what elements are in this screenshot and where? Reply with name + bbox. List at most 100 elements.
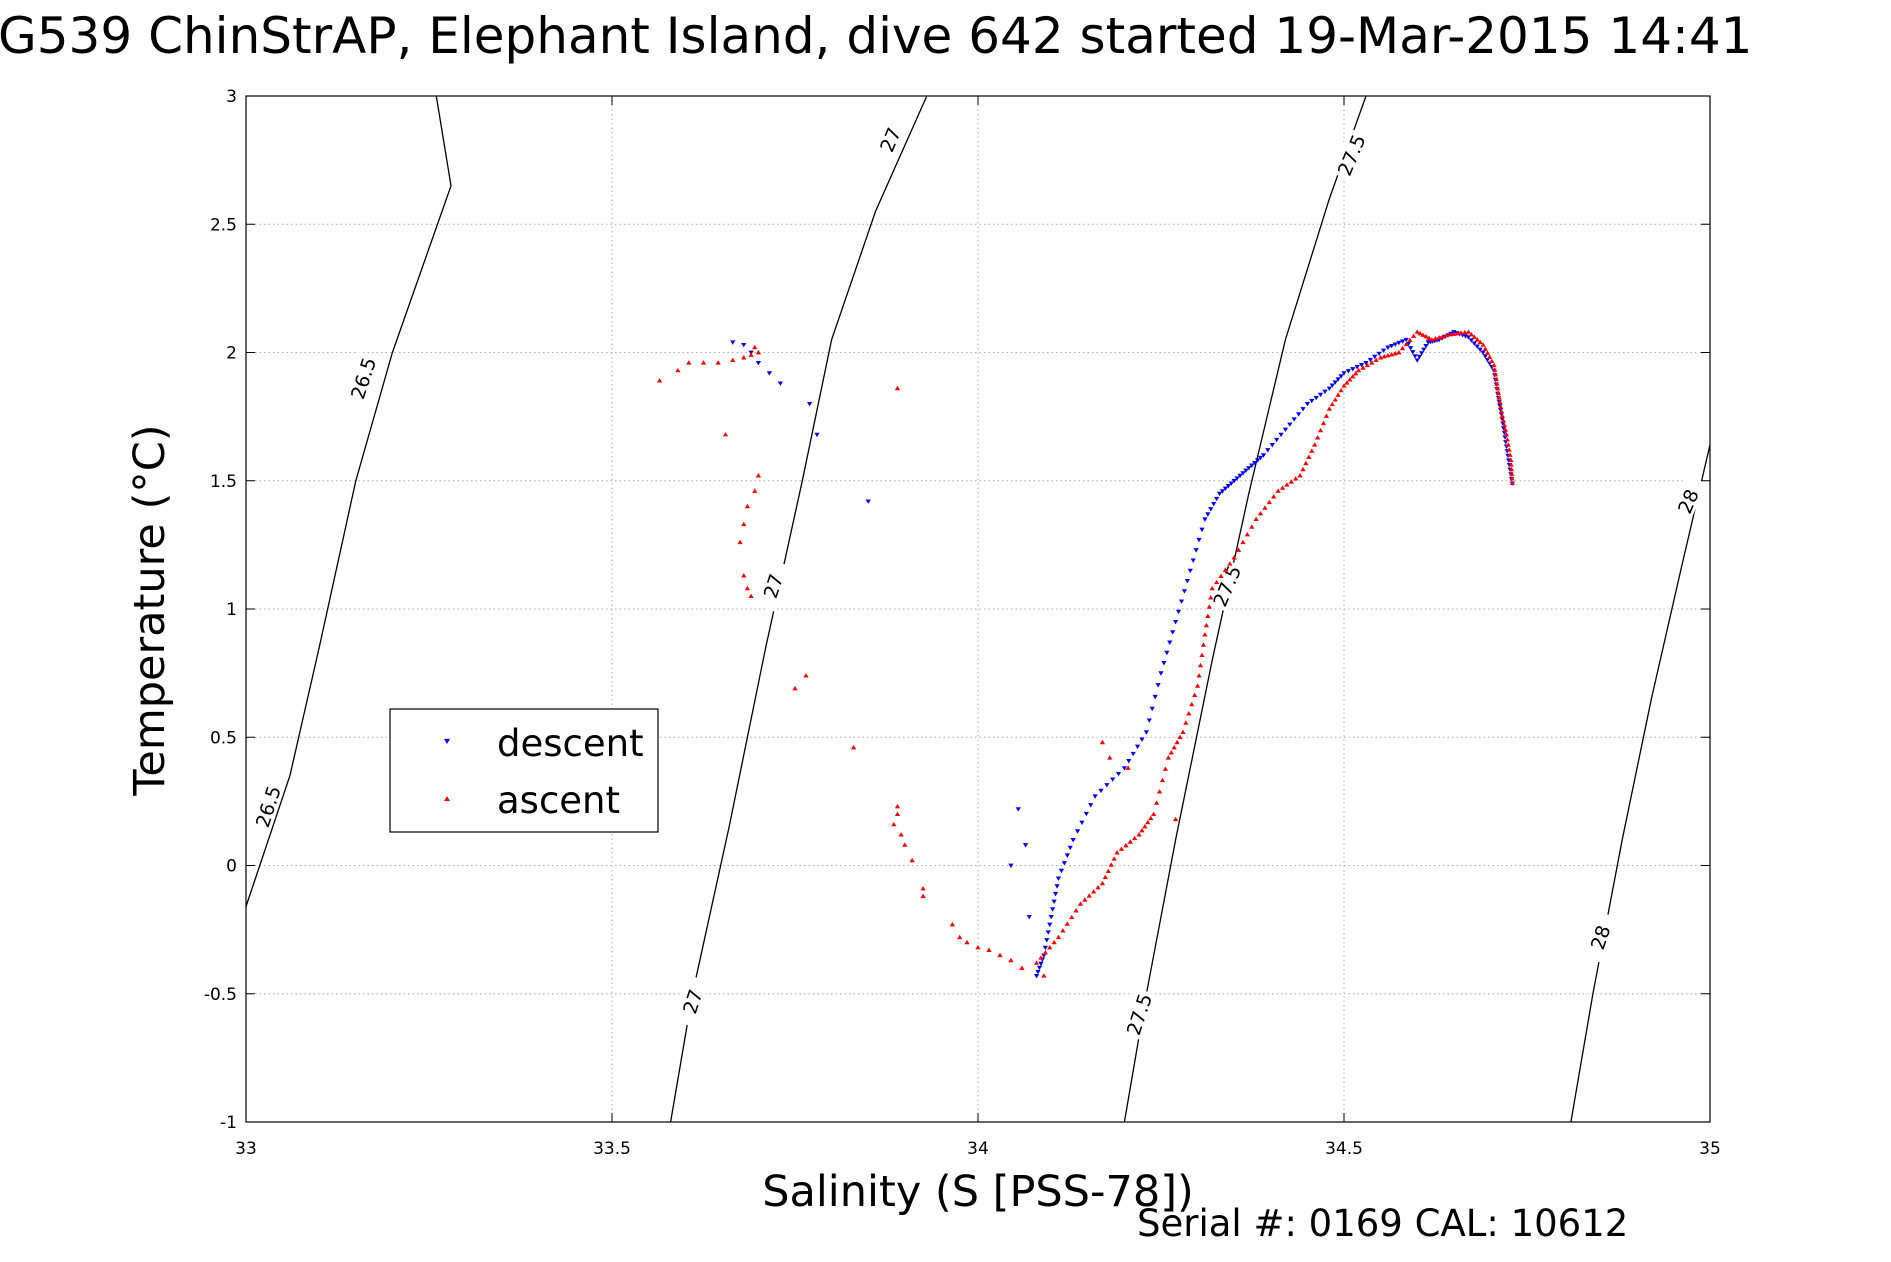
y-tick-label: 3	[226, 87, 237, 107]
x-tick-label: 33	[235, 1139, 257, 1159]
legend: descent ascent	[389, 708, 659, 833]
ascent-point	[1297, 473, 1303, 478]
descent-point	[1425, 340, 1431, 345]
contour-label-bg	[1206, 559, 1246, 612]
x-tick-label: 35	[1699, 1139, 1721, 1159]
descent-point	[1335, 377, 1341, 382]
ascent-point	[1262, 505, 1268, 510]
descent-point	[1380, 348, 1387, 354]
descent-point	[1181, 589, 1188, 594]
ascent-point	[1139, 828, 1145, 833]
descent-point	[814, 432, 820, 438]
ascent-point	[792, 685, 798, 691]
ascent-point	[1042, 950, 1048, 955]
ascent-point	[1019, 965, 1025, 970]
descent-point	[1296, 412, 1302, 417]
descent-point	[1501, 430, 1507, 436]
descent-point	[1471, 341, 1477, 346]
ascent-point	[1360, 365, 1366, 370]
descent-point	[1083, 811, 1089, 817]
descent-point	[1228, 481, 1234, 486]
ascent-point	[1499, 413, 1506, 418]
series-ascent	[656, 329, 1515, 978]
ascent-point	[1496, 395, 1502, 400]
descent-point	[1038, 961, 1044, 967]
descent-point	[1500, 426, 1507, 431]
contour-label: 26.5	[252, 783, 286, 830]
ascent-point	[1507, 452, 1513, 457]
ascent-point	[1189, 701, 1195, 707]
descent-point	[1499, 416, 1505, 422]
ascent-point	[1051, 939, 1057, 945]
ascent-point	[964, 939, 970, 945]
ascent-point	[1332, 397, 1338, 402]
contour-label-bg	[1120, 987, 1156, 1041]
ascent-point	[891, 821, 897, 827]
ascent-point	[1192, 692, 1198, 698]
y-axis-label: Temperature (°C)	[125, 424, 175, 796]
descent-point	[1042, 945, 1048, 951]
ascent-point	[1173, 816, 1179, 822]
contour-label-bg	[754, 559, 790, 612]
ascent-point	[1471, 334, 1477, 339]
ascent-point	[1474, 337, 1480, 342]
ascent-point	[1509, 471, 1515, 476]
descent-point	[1423, 344, 1429, 349]
descent-point	[1249, 463, 1255, 468]
ascent-point	[1099, 739, 1106, 745]
descent-point	[1354, 365, 1360, 370]
ascent-point	[1381, 354, 1387, 359]
ascent-point	[1142, 823, 1148, 829]
ascent-point	[722, 431, 729, 437]
y-tick-label: 0	[226, 857, 237, 877]
descent-point	[1243, 468, 1249, 474]
ascent-point	[1300, 466, 1306, 472]
ascent-point	[715, 360, 721, 365]
descent-point	[1170, 630, 1176, 635]
descent-point	[807, 401, 813, 407]
descent-point	[1134, 744, 1141, 750]
descent-point	[730, 340, 736, 345]
ascent-point	[1033, 960, 1040, 965]
ascent-point	[1414, 329, 1420, 334]
descent-point	[1214, 496, 1220, 502]
descent-point	[1051, 899, 1057, 905]
descent-point	[1187, 568, 1193, 574]
descent-point	[1222, 486, 1229, 492]
descent-point	[1104, 783, 1110, 788]
ascent-point	[975, 944, 981, 950]
ascent-point	[1477, 339, 1483, 345]
ascent-point	[1353, 370, 1359, 376]
descent-point	[1178, 599, 1185, 604]
ascent-point	[1145, 819, 1151, 825]
ascent-point	[1326, 406, 1332, 411]
descent-point	[1033, 973, 1040, 979]
descent-point	[1052, 891, 1059, 897]
descent-point	[1164, 650, 1170, 656]
ascent-point	[1060, 928, 1066, 933]
ascent-point	[1069, 914, 1075, 920]
ascent-point	[748, 593, 754, 598]
ascent-point	[1244, 532, 1250, 537]
ascent-point	[1309, 448, 1315, 453]
descent-point	[1403, 337, 1409, 343]
ascent-point	[1227, 561, 1233, 566]
descent-point	[1234, 476, 1240, 481]
ascent-point	[1504, 437, 1510, 442]
ascent-point	[1008, 957, 1014, 963]
descent-point	[1155, 683, 1161, 688]
descent-point	[1070, 838, 1076, 843]
descent-point	[755, 360, 761, 366]
ascent-point	[1335, 392, 1341, 397]
ascent-point	[1436, 335, 1442, 340]
contour-line-27	[669, 95, 928, 1123]
descent-point	[1474, 344, 1480, 349]
ascent-point	[1165, 755, 1171, 760]
ascent-point	[1429, 337, 1435, 342]
descent-point	[1392, 342, 1398, 347]
ascent-point	[1108, 862, 1114, 867]
y-tick-label: 0.5	[210, 728, 237, 748]
y-tick-label: -0.5	[204, 985, 237, 1005]
ascent-point	[1497, 399, 1503, 405]
